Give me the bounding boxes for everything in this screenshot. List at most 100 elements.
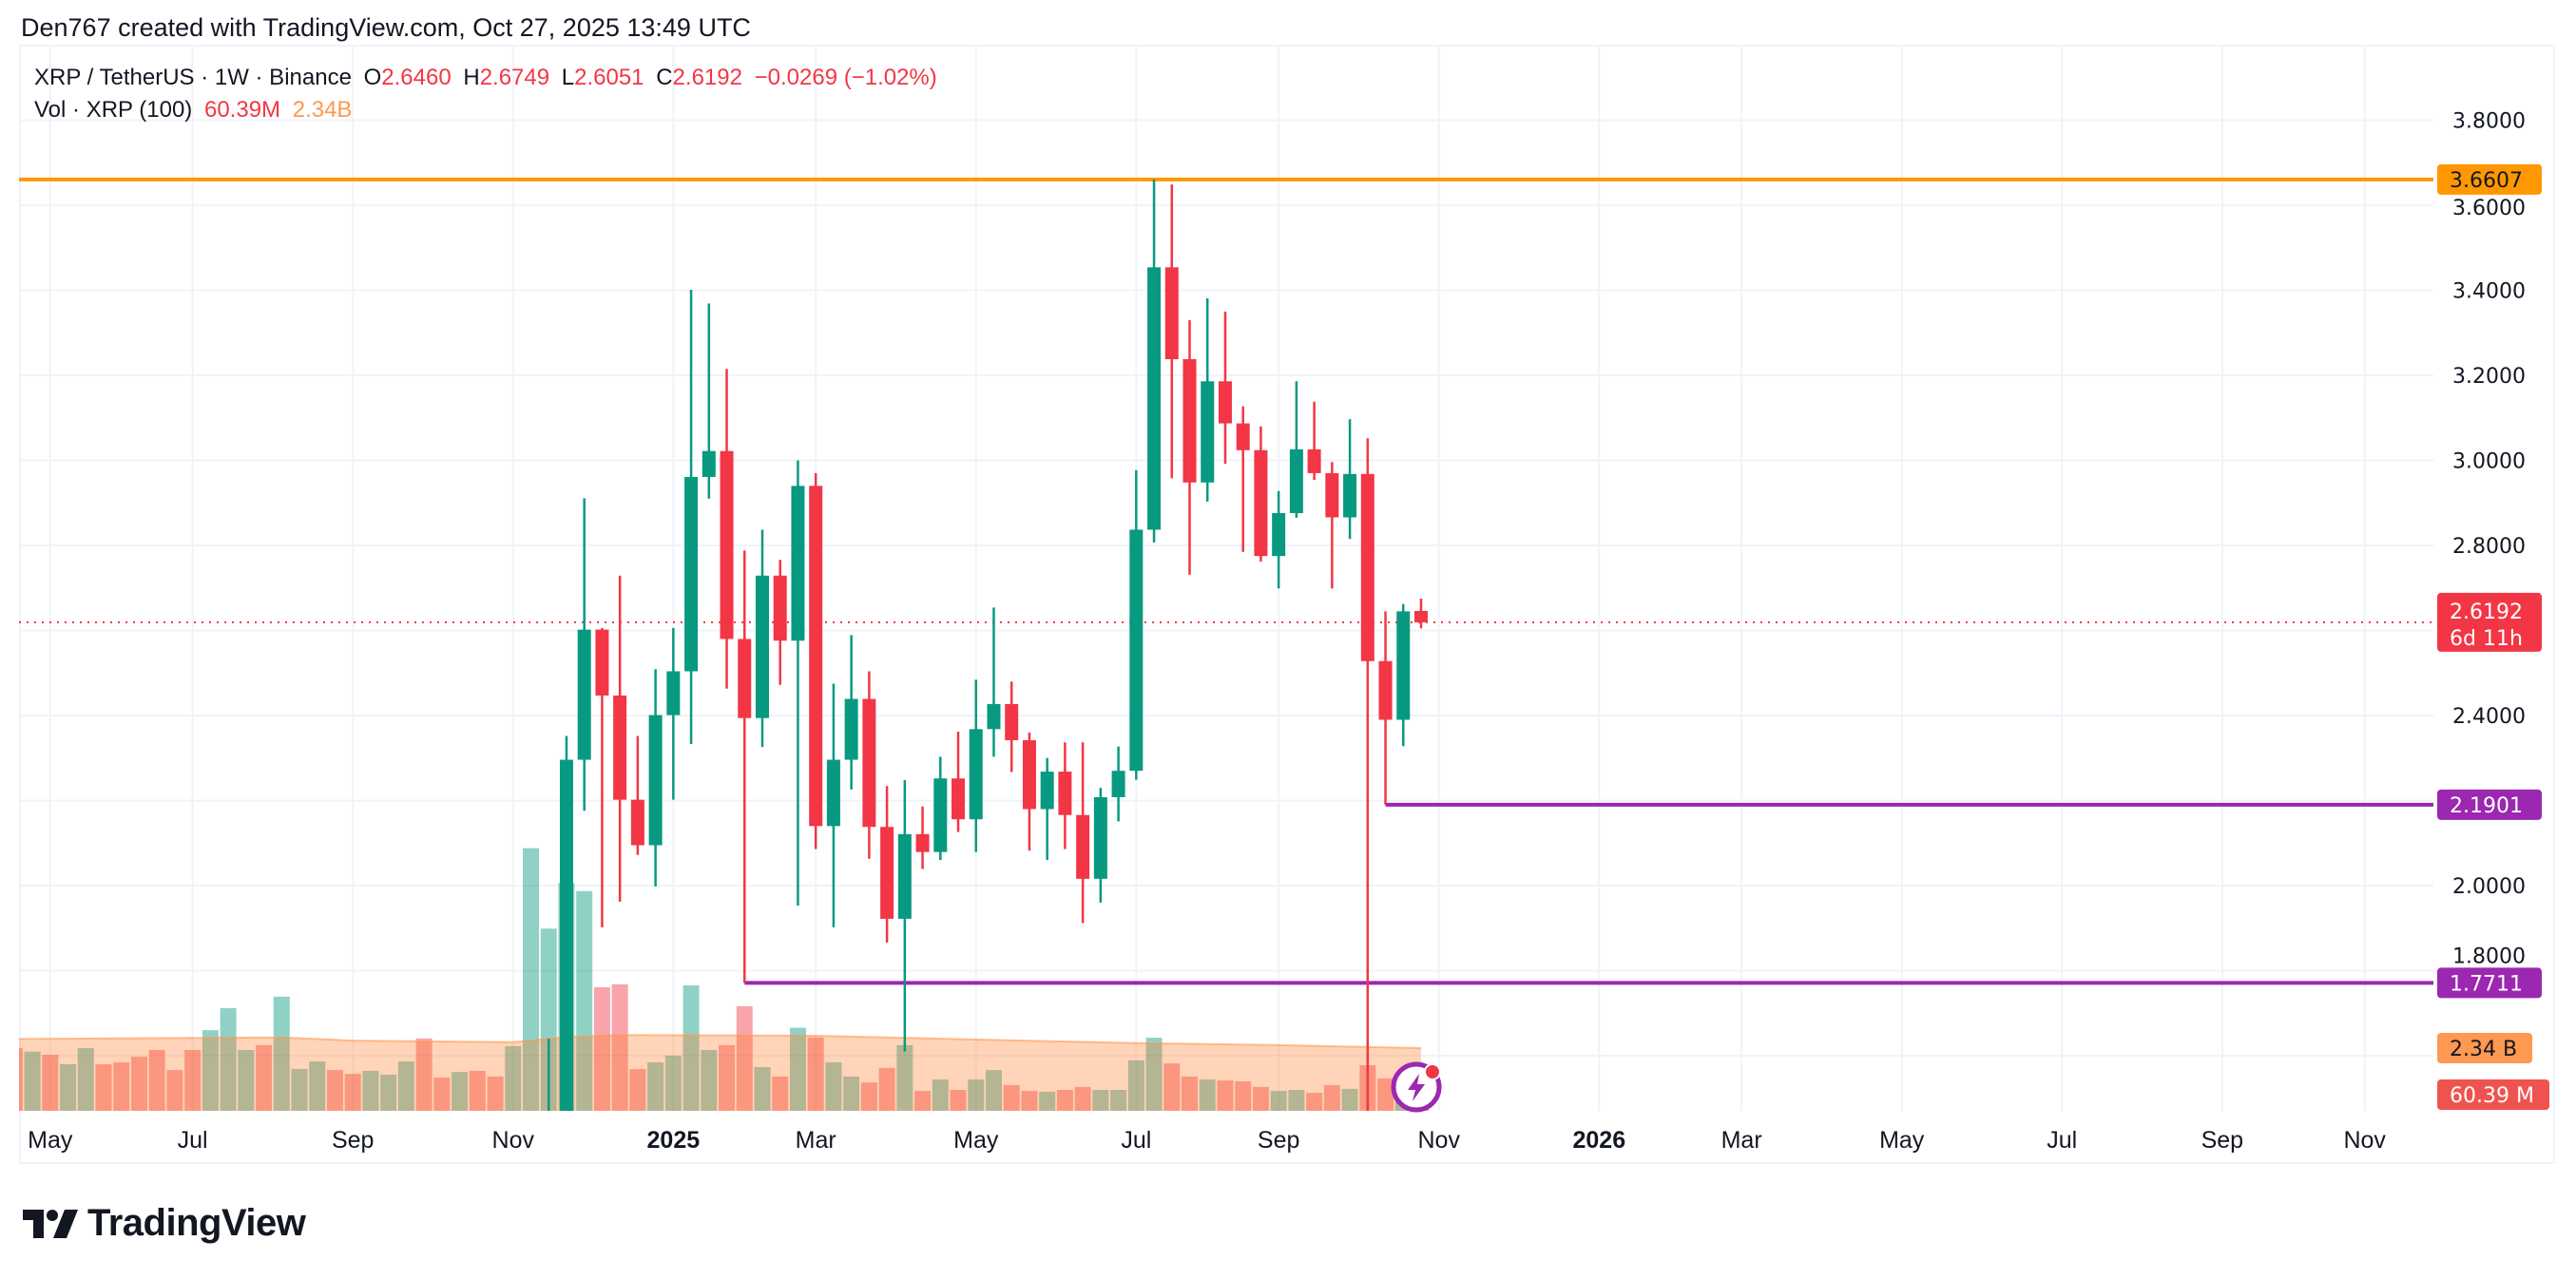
candle-body: [542, 1119, 555, 1255]
candle-body: [809, 486, 823, 827]
candle-body: [844, 698, 858, 760]
high-value: 2.6749: [479, 65, 550, 90]
price-label-text: 60.39 M: [2450, 1084, 2534, 1108]
volume-bar: [326, 1070, 343, 1111]
candle-body: [1360, 473, 1375, 661]
volume-bar: [611, 983, 628, 1111]
candle: [1236, 406, 1250, 552]
candle-body: [1022, 739, 1036, 810]
volume-bar: [950, 1090, 967, 1111]
candle-body: [969, 729, 983, 820]
volume-bar: [433, 1078, 451, 1111]
price-label-text: 2.6192: [2450, 601, 2523, 624]
candle: [755, 529, 769, 748]
price-axis-tick: 2.4000: [2452, 705, 2526, 729]
grid: [19, 45, 2433, 1111]
candle: [1201, 298, 1215, 502]
candle: [1325, 462, 1339, 589]
volume-ma-line: [19, 1034, 1422, 1049]
candle-body: [1236, 423, 1250, 450]
volume-bar: [397, 1061, 414, 1111]
volume-bar: [593, 986, 610, 1111]
price-axis-tick: 3.4000: [2452, 280, 2526, 304]
volume-bar: [362, 1070, 379, 1111]
candle-body: [755, 575, 769, 718]
candle: [952, 732, 966, 832]
price-axis[interactable]: 3.8000 3.6000 3.4000 3.2000 3.0000 2.8000 2.40…: [2437, 110, 2549, 1111]
candle: [880, 786, 894, 943]
symbol-legend[interactable]: XRP / TetherUS · 1W · Binance O2.6460 H2…: [34, 65, 943, 91]
volume-bar: [256, 1044, 273, 1111]
candle-body: [720, 450, 734, 640]
candles: [542, 179, 1428, 1255]
candle-body: [738, 639, 752, 718]
price-label-text: 2.1901: [2450, 794, 2523, 818]
candle-body: [684, 476, 699, 672]
volume-legend[interactable]: Vol · XRP (100) 60.39M 2.34B: [34, 97, 357, 124]
candle: [577, 498, 591, 811]
volume-bar: [505, 1046, 522, 1111]
volume-bar: [540, 928, 557, 1111]
candle-body: [1396, 611, 1411, 720]
candle-body: [577, 629, 591, 760]
price-axis-tick: 3.6000: [2452, 197, 2526, 220]
candle: [1289, 381, 1303, 518]
volume-bar: [1377, 1078, 1394, 1111]
candle: [1164, 184, 1179, 479]
candle: [933, 756, 948, 861]
candle: [1022, 732, 1036, 851]
volume-bar: [629, 1069, 646, 1111]
volume-bar: [1270, 1091, 1287, 1111]
volume-bar: [166, 1070, 183, 1111]
volume-bar: [60, 1063, 77, 1111]
candle: [809, 472, 823, 849]
price-axis-tick: 3.2000: [2452, 365, 2526, 389]
price-axis-tick: 1.8000: [2452, 945, 2526, 968]
symbol-title: XRP / TetherUS · 1W · Binance: [34, 65, 352, 90]
volume-bar: [95, 1063, 112, 1111]
candle: [1396, 603, 1411, 747]
volume-bar: [415, 1038, 433, 1111]
tradingview-logo[interactable]: TradingView: [23, 1202, 306, 1245]
candle-body: [1164, 267, 1179, 359]
time-axis-label: Jul: [178, 1127, 208, 1154]
volume-bar: [860, 1082, 877, 1111]
candle-body: [1378, 660, 1393, 720]
candle-body: [1040, 772, 1054, 810]
candle-body: [702, 450, 716, 477]
price-label-box: [2437, 789, 2542, 820]
volume-bar: [807, 1037, 824, 1111]
candle-body: [559, 759, 573, 1111]
volume-bar: [1021, 1091, 1038, 1111]
time-axis-label: 2025: [647, 1127, 701, 1154]
low-label: L: [561, 65, 575, 90]
volume-bar: [238, 1049, 255, 1111]
candle: [1005, 681, 1019, 773]
chart-frame: [19, 45, 2555, 1164]
candle: [1343, 419, 1357, 540]
time-axis-label: Nov: [2343, 1127, 2386, 1154]
candle-body: [773, 575, 787, 641]
volume-bar: [754, 1067, 771, 1111]
lightning-alert-icon[interactable]: [1391, 1061, 1442, 1113]
candle-body: [666, 671, 681, 716]
candle-body: [1058, 772, 1072, 815]
candle: [542, 1039, 555, 1255]
candle-body: [1289, 449, 1303, 513]
volume-bar: [914, 1091, 932, 1111]
candle: [987, 607, 1001, 757]
open-value: 2.6460: [381, 65, 452, 90]
price-label-text: 3.6607: [2450, 169, 2523, 193]
volume-bar: [487, 1076, 504, 1111]
time-axis-label: May: [1879, 1127, 1925, 1154]
time-axis[interactable]: May Jul Sep Nov 2025 Mar May Jul Sep Nov 2026 Mar Ma…: [28, 1127, 2386, 1154]
volume-bar: [576, 890, 593, 1111]
candle-body: [1254, 449, 1268, 557]
time-axis-label: 2026: [1572, 1127, 1625, 1154]
volume-bar: [1217, 1080, 1234, 1111]
price-label: 2.6192 6d 11h: [2437, 592, 2542, 652]
volume-bar: [42, 1055, 59, 1111]
candle-body: [987, 703, 1001, 730]
candle: [1272, 490, 1286, 589]
